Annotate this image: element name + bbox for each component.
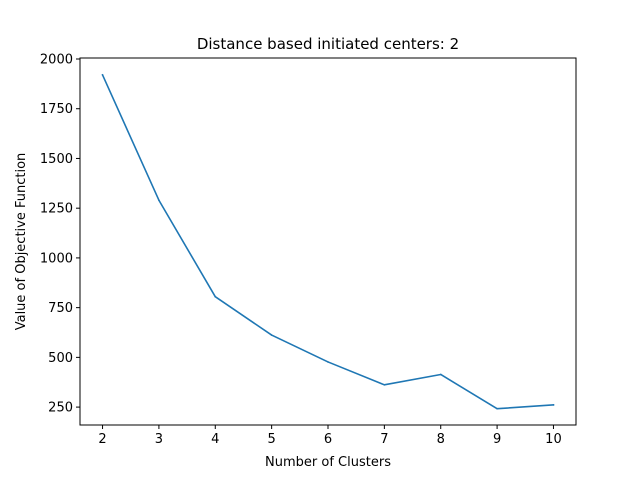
- y-tick-label: 250: [48, 401, 73, 416]
- y-tick-label: 1750: [40, 102, 73, 117]
- data-point: [270, 334, 273, 336]
- data-point: [158, 199, 160, 202]
- x-tick-label: 4: [211, 432, 219, 447]
- x-tick-label: 6: [324, 432, 332, 447]
- x-tick-label: 8: [437, 432, 445, 447]
- data-point: [552, 404, 555, 406]
- chart-title: Distance based initiated centers: 2: [197, 35, 459, 53]
- data-point: [383, 384, 386, 386]
- y-tick-label: 2000: [40, 52, 73, 67]
- axes-frame: [79, 57, 577, 426]
- y-tick-label: 1500: [40, 152, 73, 167]
- y-tick-label: 500: [48, 351, 73, 366]
- x-tick-label: 7: [380, 432, 388, 447]
- data-point: [214, 295, 217, 298]
- x-tick-label: 5: [267, 432, 275, 447]
- data-point: [496, 407, 498, 410]
- y-tick-label: 750: [48, 301, 73, 316]
- x-tick-label: 9: [493, 432, 501, 447]
- x-tick-label: 2: [98, 432, 106, 447]
- x-tick-label: 10: [545, 432, 562, 447]
- data-point: [439, 373, 442, 376]
- x-axis-title: Number of Clusters: [265, 455, 391, 470]
- data-point: [327, 361, 329, 363]
- y-tick-label: 1250: [40, 202, 73, 217]
- x-tick-label: 3: [155, 432, 163, 447]
- y-axis-title: Value of Objective Function: [14, 153, 29, 331]
- plot-area: 2 3 4 5 6 7 8 9 10 250 500 750 1000 1250 1500 1750 2000: [40, 52, 562, 447]
- data-point: [101, 74, 104, 76]
- y-tick-label: 1000: [40, 251, 73, 266]
